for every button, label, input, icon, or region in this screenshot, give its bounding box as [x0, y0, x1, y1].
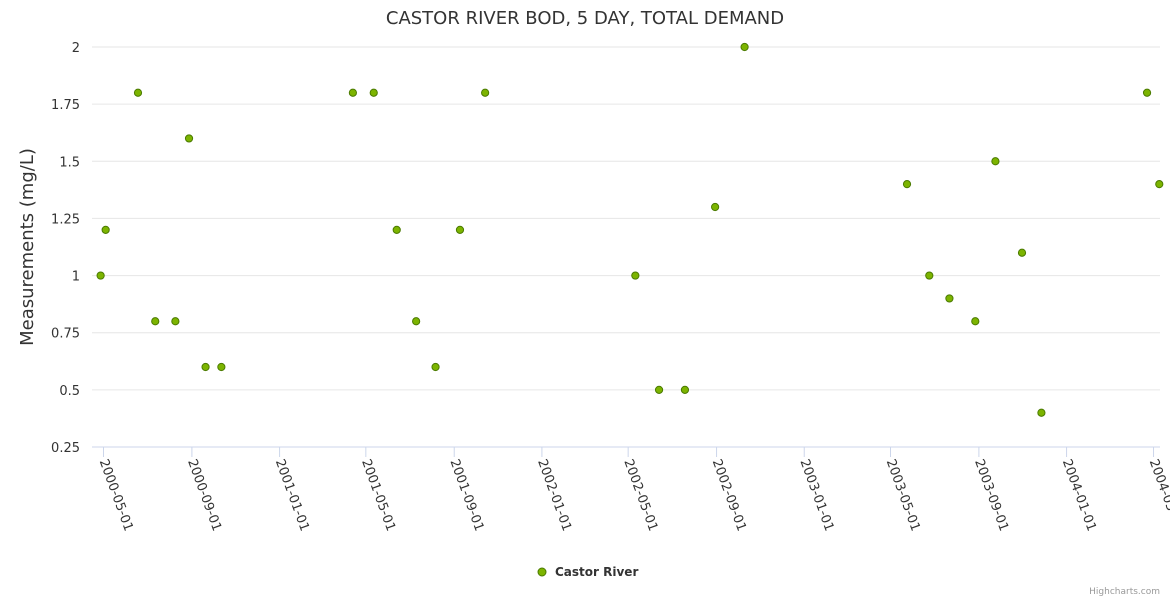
- x-tick-label: 2000-05-01: [96, 457, 136, 533]
- data-point[interactable]: [481, 88, 490, 97]
- credits-link[interactable]: Highcharts.com: [1089, 587, 1160, 597]
- legend[interactable]: Castor River: [537, 565, 638, 579]
- x-tick-label: 2001-05-01: [358, 457, 398, 533]
- y-axis-tick-labels: 0.25 0.5 0.75 1 1.25 1.5 1.75 2: [51, 41, 80, 456]
- y-axis-label: Measurements (mg/L): [17, 148, 38, 346]
- data-point[interactable]: [412, 317, 421, 326]
- x-tick-label: 2003-01-01: [796, 457, 836, 533]
- y-tick-label: 1.5: [59, 155, 80, 170]
- x-tick-label: 2001-01-01: [272, 457, 312, 533]
- y-tick-label: 0.5: [59, 384, 80, 399]
- data-point[interactable]: [348, 88, 357, 97]
- data-point[interactable]: [369, 88, 378, 97]
- data-point[interactable]: [680, 385, 690, 394]
- data-point[interactable]: [201, 362, 210, 372]
- data-point[interactable]: [455, 225, 465, 234]
- data-point[interactable]: [1155, 180, 1164, 189]
- data-point[interactable]: [1037, 408, 1046, 417]
- chart-title: CASTOR RIVER BOD, 5 DAY, TOTAL DEMAND: [386, 8, 784, 29]
- data-point[interactable]: [184, 134, 194, 143]
- x-axis-ticks: 2000-05-01 2000-09-01 2001-01-01 2001-05-01…: [96, 447, 1170, 533]
- x-tick-label: 2000-09-01: [184, 457, 224, 533]
- y-tick-label: 1.25: [51, 212, 80, 227]
- data-point[interactable]: [133, 88, 143, 97]
- data-point[interactable]: [711, 202, 720, 212]
- data-point[interactable]: [392, 225, 401, 234]
- data-point[interactable]: [1017, 248, 1027, 257]
- data-point[interactable]: [971, 317, 980, 326]
- y-tick-label: 1: [72, 270, 80, 285]
- data-point[interactable]: [740, 42, 749, 52]
- data-point[interactable]: [96, 271, 105, 280]
- data-point[interactable]: [217, 362, 226, 372]
- data-point[interactable]: [654, 385, 664, 394]
- data-point[interactable]: [151, 317, 160, 326]
- data-points: [96, 42, 1164, 417]
- x-tick-label: 2002-01-01: [534, 457, 574, 533]
- legend-item-castor-river[interactable]: Castor River: [555, 565, 638, 579]
- x-tick-label: 2002-05-01: [620, 457, 660, 533]
- x-tick-label: 2004-05-01: [1146, 457, 1170, 533]
- legend-marker-icon: [537, 567, 547, 577]
- data-point[interactable]: [631, 271, 640, 280]
- y-tick-label: 2: [72, 41, 80, 56]
- data-point[interactable]: [925, 271, 934, 280]
- data-point[interactable]: [431, 362, 440, 372]
- x-tick-label: 2002-09-01: [709, 457, 749, 533]
- y-tick-label: 1.75: [51, 98, 80, 113]
- x-tick-label: 2003-05-01: [883, 457, 923, 533]
- grid-lines: [92, 46, 1160, 391]
- x-tick-label: 2001-09-01: [446, 457, 486, 533]
- x-tick-label: 2003-09-01: [971, 457, 1011, 533]
- data-point[interactable]: [171, 317, 180, 326]
- data-point[interactable]: [101, 225, 110, 234]
- y-tick-label: 0.75: [51, 327, 80, 342]
- data-point[interactable]: [945, 294, 954, 303]
- data-point[interactable]: [1142, 88, 1152, 97]
- y-tick-label: 0.25: [51, 441, 80, 456]
- data-point[interactable]: [991, 157, 1000, 166]
- data-point[interactable]: [902, 180, 912, 189]
- x-tick-label: 2004-01-01: [1059, 457, 1099, 533]
